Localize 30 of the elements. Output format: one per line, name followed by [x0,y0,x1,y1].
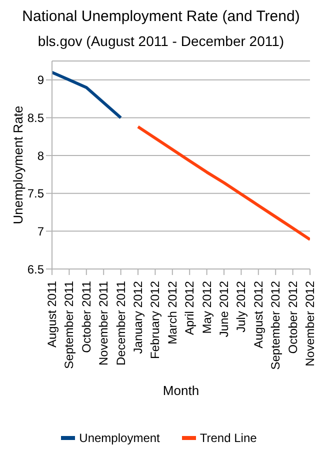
x-tick-label: December 2011 [114,280,128,366]
x-tick-label: September 2012 [268,280,283,370]
x-tick-label: August 2012 [251,280,266,348]
y-tick-label: 8.5 [27,110,44,125]
y-axis-title: Unemployment Rate [10,106,26,224]
y-tick-label: 7 [37,224,44,238]
x-tick-label: May 2012 [200,280,214,334]
x-tick-label: March 2012 [165,280,180,344]
x-tick-label: January 2012 [131,280,145,354]
y-tick-label: 6.5 [27,262,44,276]
chart-title: National Unemployment Rate (and Trend) [21,8,301,25]
x-tick-label: August 2011 [45,280,59,348]
x-tick-label: July 2012 [234,280,248,332]
x-axis-title: Month [162,383,200,398]
x-tick-label: November 2011 [96,280,111,366]
x-tick-label: October 2012 [286,280,300,354]
chart-subtitle: bls.gov (August 2011 - December 2011) [36,33,286,49]
x-tick-label: February 2012 [148,280,162,360]
x-tick-label: October 2011 [79,280,94,353]
x-tick-label: September 2011 [62,280,76,369]
y-tick-label: 7.5 [27,186,44,201]
legend-label: Trend Line [200,431,257,445]
x-tick-label: June 2012 [217,280,231,338]
x-tick-label: April 2012 [182,280,197,336]
y-tick-label: 9 [37,73,44,88]
line-series [52,70,122,120]
legend-label: Unemployment [79,431,160,445]
line-series [136,125,310,241]
x-tick-label: November 2012 [303,280,317,366]
y-tick-label: 8 [37,148,44,163]
